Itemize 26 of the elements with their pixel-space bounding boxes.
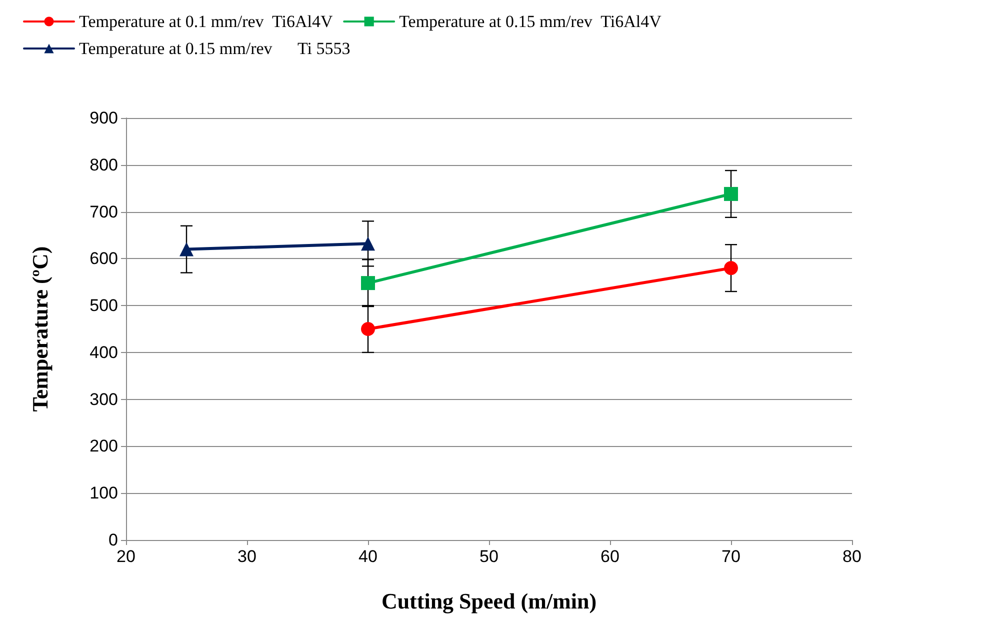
point	[361, 322, 375, 336]
legend-label: Temperature at 0.1 mm/rev Ti6Al4V	[79, 12, 334, 31]
legend-label: Temperature at 0.15 mm/rev Ti 5553	[79, 39, 350, 58]
x-tick-label: 70	[722, 547, 740, 566]
x-axis-title: Cutting Speed (m/min)	[381, 588, 597, 614]
y-tick-label: 200	[90, 436, 118, 456]
y-tick-label: 900	[90, 108, 118, 128]
y-tick-label: 600	[90, 249, 118, 268]
x-tick-label: 40	[358, 547, 378, 566]
y-axis-title: Temperature (ºC)	[28, 246, 52, 412]
y-tick-label: 0	[108, 530, 118, 550]
y-tick-label: 700	[90, 202, 118, 222]
x-tick-label: 80	[842, 547, 862, 566]
x-tick-label: 20	[116, 547, 136, 566]
y-tick-label: 800	[90, 155, 118, 174]
y-tick-label: 500	[90, 296, 118, 316]
point	[361, 276, 375, 290]
x-tick-label: 30	[238, 547, 256, 566]
x-tick-label: 60	[600, 547, 620, 566]
x-tick-label: 50	[480, 547, 498, 566]
y-tick-label: 400	[90, 342, 118, 362]
point	[724, 261, 738, 276]
y-tick-label: 100	[90, 484, 118, 503]
y-tick-label: 300	[90, 390, 118, 409]
legend-label: Temperature at 0.15 mm/rev Ti6Al4V	[399, 12, 662, 31]
point	[724, 186, 738, 201]
